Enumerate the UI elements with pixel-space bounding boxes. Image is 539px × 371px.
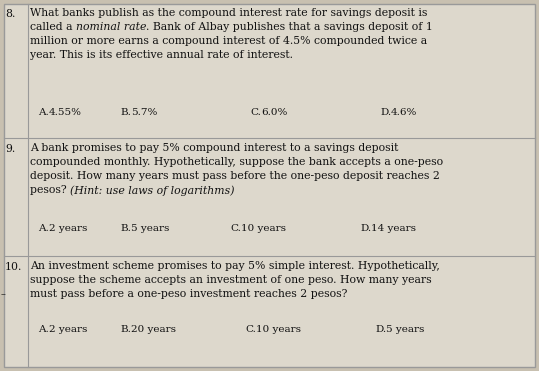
Text: C.: C.: [250, 108, 261, 117]
Text: 8.: 8.: [5, 9, 16, 19]
Text: must pass before a one-peso investment reaches 2 pesos?: must pass before a one-peso investment r…: [30, 289, 347, 299]
Text: B.: B.: [120, 108, 131, 117]
Text: C.: C.: [245, 325, 256, 334]
Text: A.: A.: [38, 325, 49, 334]
Text: B.: B.: [120, 224, 131, 233]
Text: 5 years: 5 years: [131, 224, 169, 233]
Text: 4.6%: 4.6%: [391, 108, 417, 117]
Text: 6.0%: 6.0%: [261, 108, 287, 117]
Text: 10.: 10.: [5, 262, 23, 272]
Text: A.: A.: [38, 224, 49, 233]
Text: 20 years: 20 years: [131, 325, 176, 334]
Text: nominal rate: nominal rate: [76, 22, 147, 32]
Text: 5 years: 5 years: [386, 325, 424, 334]
Text: . Bank of Albay publishes that a savings deposit of 1: . Bank of Albay publishes that a savings…: [147, 22, 433, 32]
Text: What banks publish as the compound interest rate for savings deposit is: What banks publish as the compound inter…: [30, 8, 427, 18]
Text: D.: D.: [375, 325, 386, 334]
Text: 2 years: 2 years: [49, 224, 87, 233]
Text: D.: D.: [380, 108, 391, 117]
Text: called a: called a: [30, 22, 76, 32]
Text: 9.: 9.: [5, 144, 15, 154]
Text: An investment scheme promises to pay 5% simple interest. Hypothetically,: An investment scheme promises to pay 5% …: [30, 261, 440, 271]
Text: C.: C.: [230, 224, 241, 233]
Text: –: –: [1, 290, 6, 299]
Text: 10 years: 10 years: [241, 224, 286, 233]
Text: year. This is its effective annual rate of interest.: year. This is its effective annual rate …: [30, 50, 293, 60]
Text: deposit. How many years must pass before the one-peso deposit reaches 2: deposit. How many years must pass before…: [30, 171, 440, 181]
Text: million or more earns a compound interest of 4.5% compounded twice a: million or more earns a compound interes…: [30, 36, 427, 46]
Text: 5.7%: 5.7%: [131, 108, 157, 117]
Text: pesos?: pesos?: [30, 185, 70, 195]
Text: suppose the scheme accepts an investment of one peso. How many years: suppose the scheme accepts an investment…: [30, 275, 432, 285]
Text: compounded monthly. Hypothetically, suppose the bank accepts a one-peso: compounded monthly. Hypothetically, supp…: [30, 157, 443, 167]
Text: B.: B.: [120, 325, 131, 334]
Text: A.: A.: [38, 108, 49, 117]
Text: A bank promises to pay 5% compound interest to a savings deposit: A bank promises to pay 5% compound inter…: [30, 143, 398, 153]
Text: (Hint: use laws of logarithms): (Hint: use laws of logarithms): [70, 185, 234, 196]
Text: D.: D.: [360, 224, 371, 233]
Text: 4.55%: 4.55%: [49, 108, 82, 117]
Text: 14 years: 14 years: [371, 224, 416, 233]
Text: 10 years: 10 years: [256, 325, 301, 334]
Text: 2 years: 2 years: [49, 325, 87, 334]
